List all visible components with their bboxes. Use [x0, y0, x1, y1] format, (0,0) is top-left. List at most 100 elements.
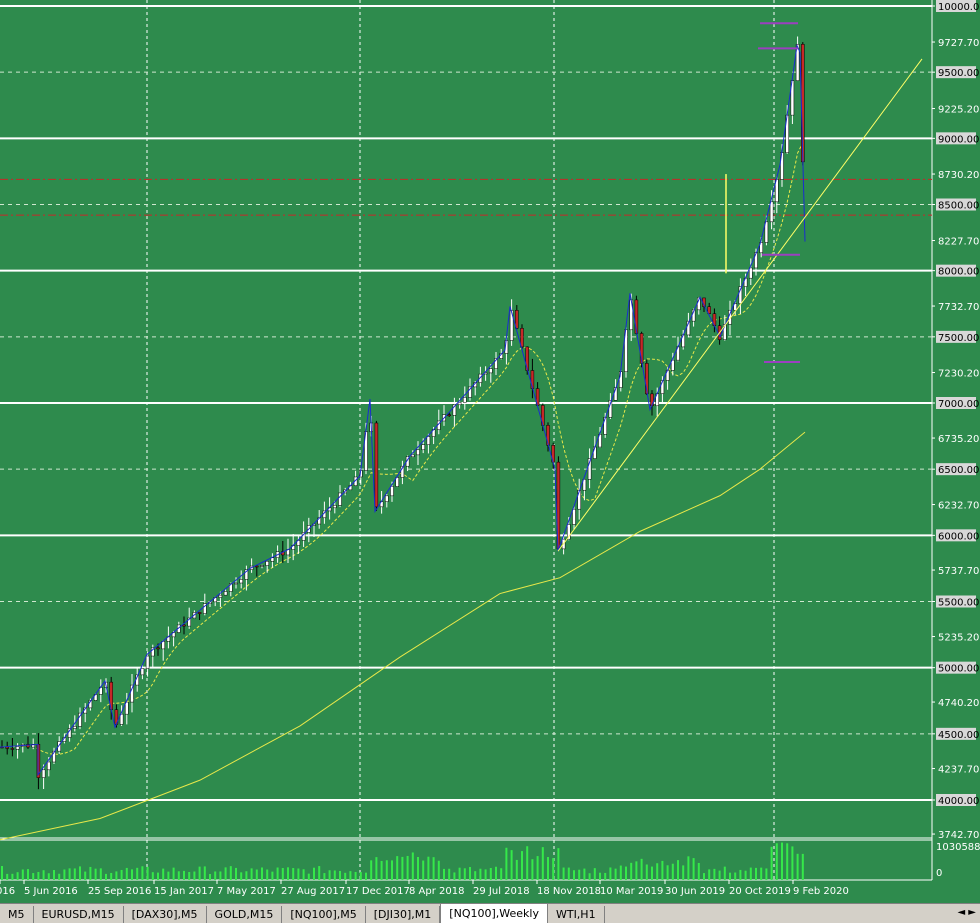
- volume-bar: [266, 869, 269, 880]
- price-label: 6735.20: [938, 434, 979, 445]
- volume-bar: [448, 868, 451, 880]
- tab-wti-h1[interactable]: WTI,H1: [548, 906, 605, 923]
- candle-body: [203, 603, 207, 614]
- tab-eurusd-m15[interactable]: EURUSD,M15: [34, 906, 124, 923]
- price-label-box: [936, 463, 976, 476]
- moving-average-fast[interactable]: [1, 142, 804, 755]
- candle-body: [5, 746, 9, 749]
- price-label-box: [936, 529, 976, 542]
- volume-bar: [271, 871, 274, 880]
- tab-m5[interactable]: M5: [0, 906, 34, 923]
- volume-bar: [32, 873, 35, 880]
- volume-bar: [68, 868, 71, 880]
- volume-bar: [6, 873, 9, 880]
- volume-bar: [94, 868, 97, 880]
- volume-bar: [297, 868, 300, 880]
- volume-bar: [734, 872, 737, 880]
- candle-body: [10, 748, 15, 750]
- volume-bar: [396, 856, 399, 880]
- price-chart[interactable]: 10000.00 9727.70 9500.00 9225.20 9000.00 8730…: [0, 0, 980, 903]
- volume-bar: [526, 846, 529, 880]
- price-label: 9727.70: [938, 38, 979, 49]
- volume-bar: [770, 846, 773, 880]
- tab-nq100-m5[interactable]: [NQ100],M5: [282, 906, 366, 923]
- candle-body: [182, 624, 186, 627]
- price-label: 9225.20: [938, 105, 979, 116]
- volume-bar: [385, 860, 388, 880]
- volume-bar: [541, 847, 544, 880]
- chart-canvas[interactable]: 10000.00 9727.70 9500.00 9225.20 9000.00 8730…: [0, 0, 980, 903]
- volume-bar: [281, 867, 284, 880]
- volume-bar: [593, 868, 596, 880]
- price-label-box: [936, 330, 976, 343]
- tab-nq100-weekly[interactable]: [NQ100],Weekly: [440, 903, 548, 923]
- candle-body: [41, 769, 46, 778]
- candles[interactable]: [0, 36, 805, 790]
- volume-bar: [37, 871, 40, 880]
- candle-body: [151, 647, 155, 657]
- volume-bar: [172, 867, 175, 880]
- time-label: 29 Jul 2018: [473, 886, 530, 897]
- tab-dji30-m1[interactable]: [DJI30],M1: [366, 906, 441, 923]
- tab-dax30-m5[interactable]: [DAX30],M5: [124, 906, 207, 923]
- volume-bar: [313, 867, 315, 880]
- volume-bar: [640, 858, 643, 880]
- time-label: 10 Mar 2019: [600, 886, 663, 897]
- tab-gold-m15[interactable]: GOLD,M15: [207, 906, 283, 923]
- candle-body: [197, 612, 202, 614]
- price-label: 7732.70: [938, 302, 979, 313]
- volume-bar: [162, 868, 165, 880]
- volume-bar: [240, 872, 243, 880]
- volume-bar: [136, 867, 139, 880]
- volume-bar: [16, 872, 19, 880]
- candle-body: [218, 594, 223, 598]
- moving-average-slow[interactable]: [0, 431, 806, 841]
- zigzag-line[interactable]: [0, 43, 806, 777]
- volume-bar: [1, 866, 3, 880]
- candle-body: [494, 358, 498, 369]
- volume-bar: [115, 871, 118, 880]
- volume-bar: [682, 865, 685, 880]
- volume-bar: [219, 871, 222, 880]
- volume-bar: [193, 871, 196, 880]
- candle-body: [520, 328, 524, 348]
- volume-bar: [786, 843, 789, 880]
- volume-bar: [422, 860, 425, 880]
- candle-body: [525, 346, 529, 371]
- volume-bar: [521, 851, 523, 880]
- volume-bar: [328, 870, 331, 880]
- candle-body: [125, 701, 129, 715]
- volume-bar: [744, 870, 747, 880]
- volume-bar: [630, 862, 633, 880]
- tab-scroll-arrows-icon[interactable]: ◄ ►: [957, 907, 976, 918]
- volume-bar: [458, 867, 461, 880]
- price-label: 8227.70: [938, 237, 979, 248]
- time-label: 25 Sep 2016: [88, 886, 151, 897]
- price-label-box: [936, 397, 976, 409]
- candle-body: [457, 402, 462, 406]
- volume-bar: [157, 872, 159, 880]
- volume-bar: [651, 866, 653, 880]
- candle-body: [759, 242, 763, 254]
- candle-body: [733, 303, 737, 311]
- price-label: 9500.00: [938, 68, 979, 79]
- price-label: 6500.00: [938, 465, 979, 476]
- time-label: 17 Dec 2017: [346, 886, 410, 897]
- candle-body: [489, 368, 493, 374]
- volume-bar: [245, 871, 248, 880]
- volume-bar: [729, 872, 731, 880]
- candle-body: [119, 713, 124, 725]
- volume-bar: [151, 872, 154, 880]
- candle-body: [395, 477, 399, 487]
- time-label: 30 Jun 2019: [665, 886, 725, 897]
- volume-bar: [110, 872, 113, 880]
- candle-body: [421, 444, 425, 451]
- candle-body: [385, 495, 389, 502]
- volume-bar: [479, 868, 482, 880]
- candle-body: [52, 750, 56, 763]
- trendline[interactable]: [557, 58, 923, 552]
- candle-body: [572, 508, 576, 525]
- price-label: 4740.20: [938, 698, 979, 709]
- volume-bar: [177, 871, 180, 880]
- volume-bar: [307, 873, 310, 880]
